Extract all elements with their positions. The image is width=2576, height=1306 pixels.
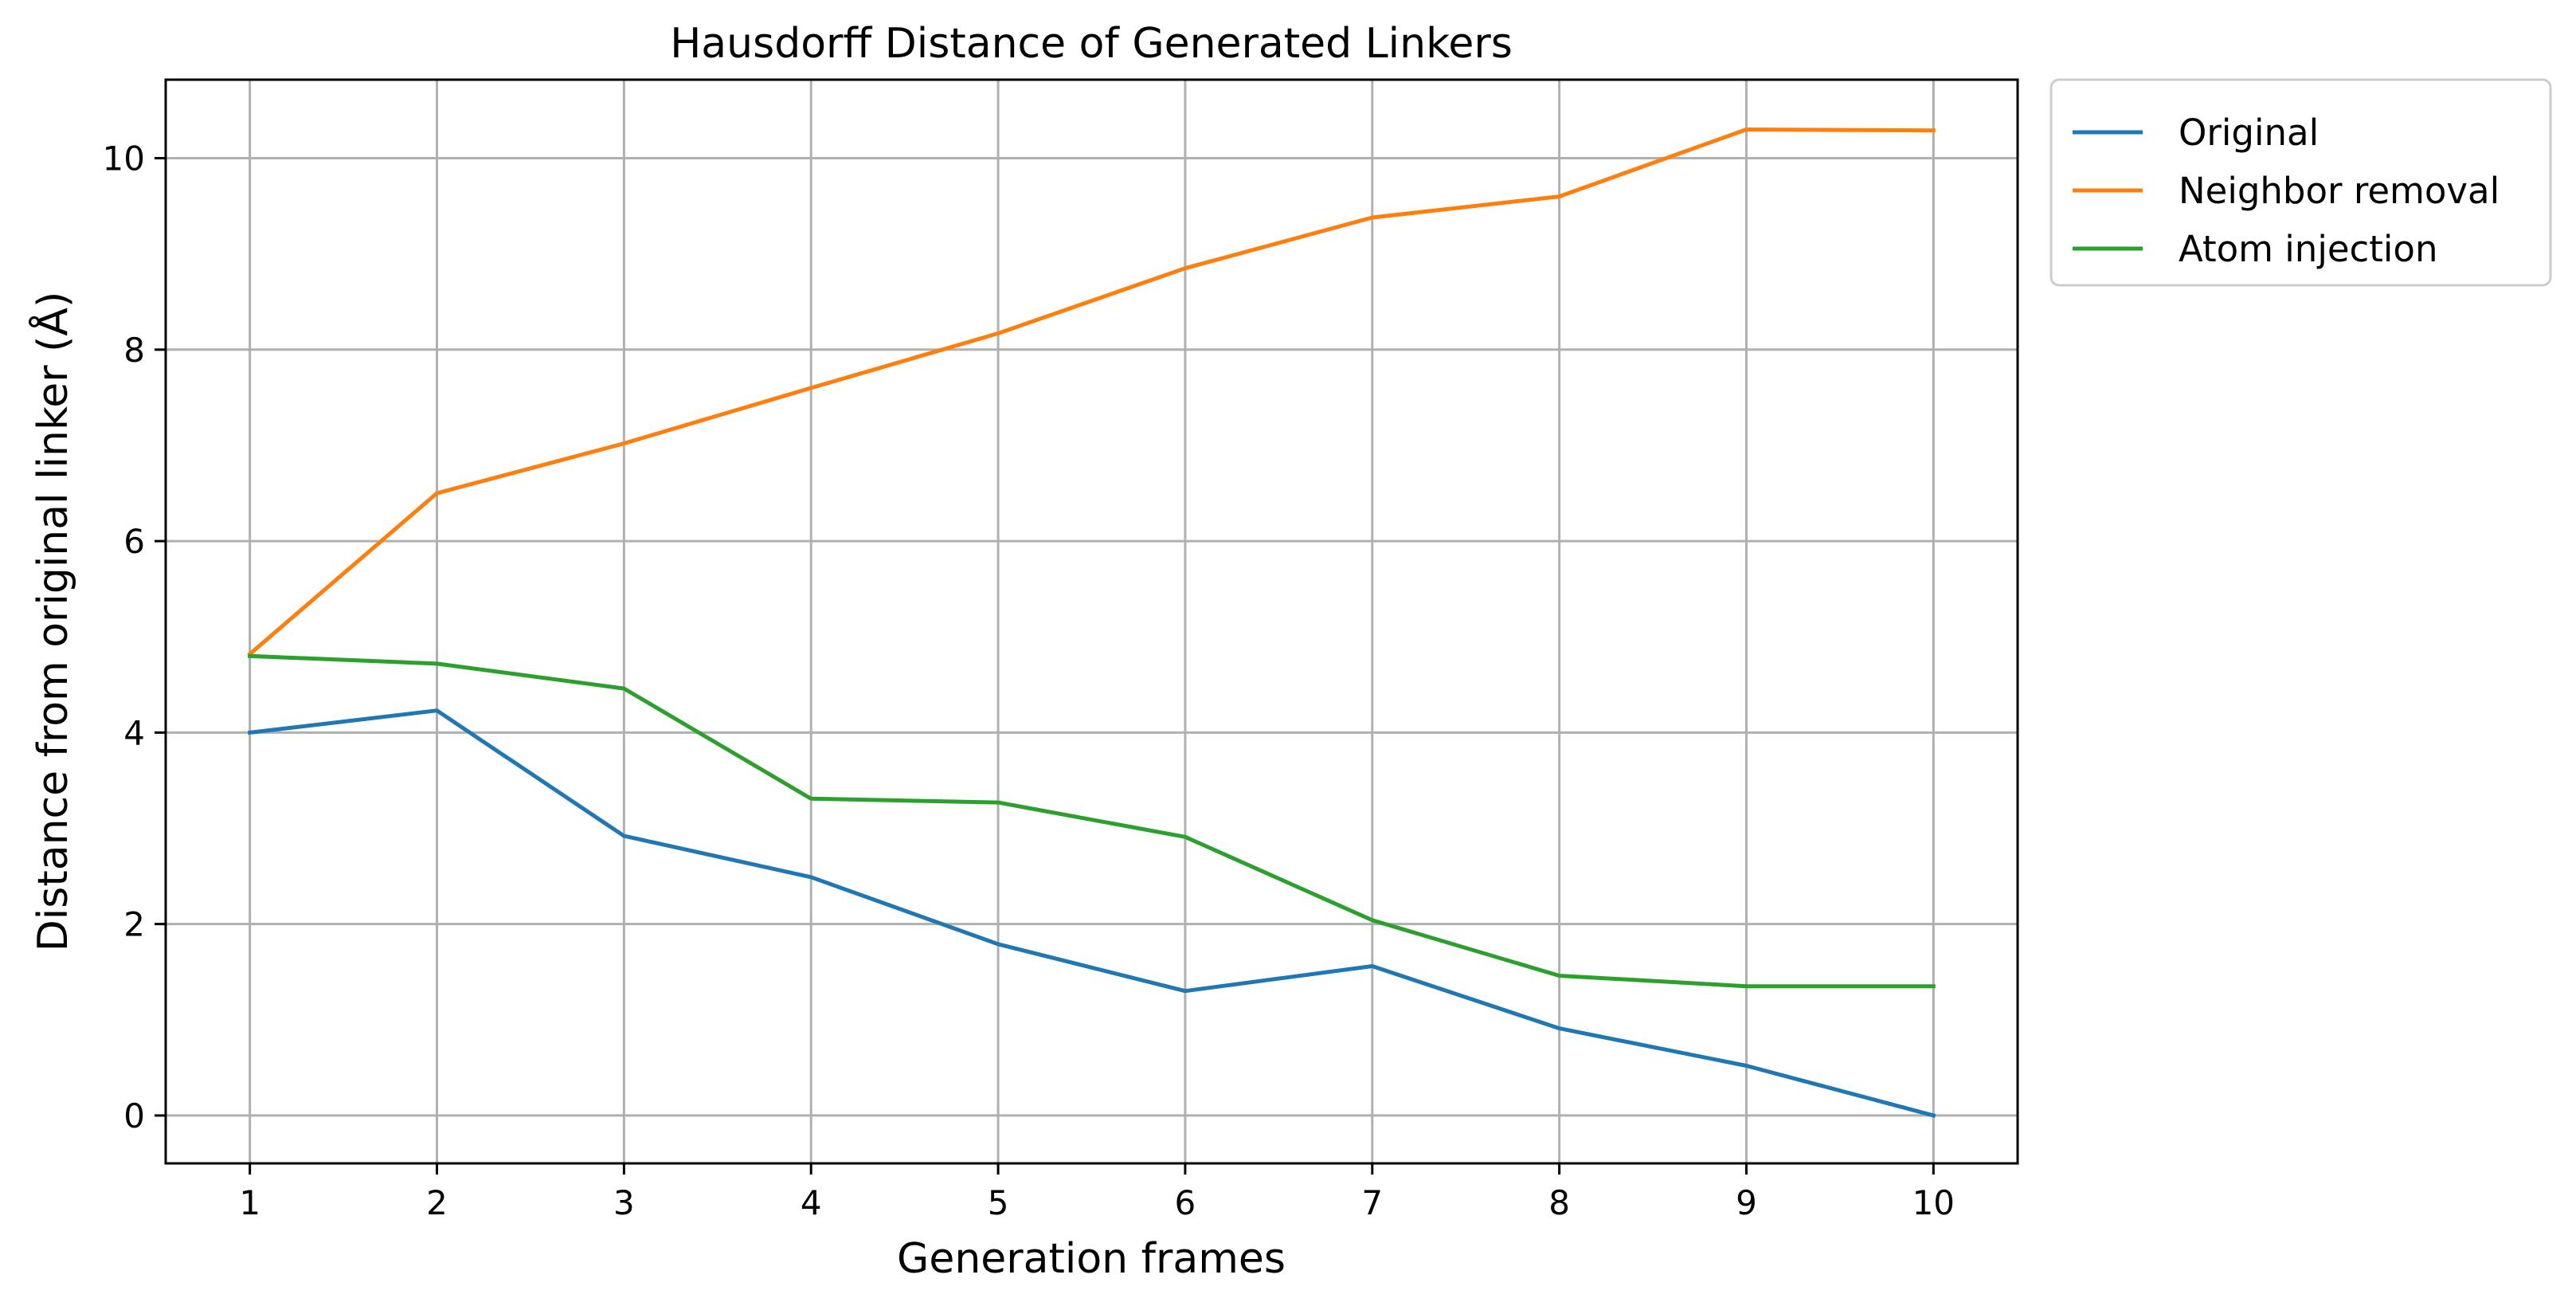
- x-axis-ticks: 1 2 3 4 5 6 7 8 9 10: [239, 1163, 1955, 1222]
- x-tick-label: 1: [239, 1183, 260, 1222]
- legend-box: [2049, 78, 2552, 287]
- x-tick-label: 2: [426, 1183, 448, 1222]
- chart-title: Hausdorff Distance of Generated Linkers: [670, 20, 1513, 68]
- y-axis-label: Distance from original linker (Å): [28, 292, 77, 952]
- series-lines: [247, 127, 1936, 1118]
- x-tick-label: 5: [988, 1183, 1009, 1222]
- y-tick-label: 2: [123, 905, 145, 944]
- series-line-atom-injection: [248, 653, 1936, 989]
- y-tick-label: 10: [103, 139, 145, 178]
- y-tick-label: 6: [123, 522, 145, 561]
- y-tick-label: 4: [123, 713, 145, 752]
- series-line-neighbor-removal: [247, 127, 1936, 657]
- x-tick-label: 6: [1175, 1183, 1196, 1222]
- y-tick-label: 0: [123, 1096, 145, 1135]
- legend-label-atom-injection: Atom injection: [2179, 228, 2437, 270]
- x-tick-label: 9: [1736, 1183, 1757, 1222]
- x-tick-label: 10: [1912, 1183, 1955, 1222]
- x-tick-label: 8: [1548, 1183, 1570, 1222]
- y-axis-ticks: 0 2 4 6 8 10: [103, 139, 166, 1135]
- x-tick-label: 4: [801, 1183, 822, 1222]
- legend-label-neighbor-removal: Neighbor removal: [2179, 170, 2500, 212]
- legend: Original Neighbor removal Atom injection: [2049, 78, 2552, 287]
- legend-label-original: Original: [2179, 112, 2319, 154]
- x-axis-label: Generation frames: [897, 1235, 1286, 1283]
- x-tick-label: 3: [613, 1183, 635, 1222]
- y-tick-label: 8: [123, 331, 145, 370]
- plot-area-frame: [164, 78, 2019, 1165]
- x-tick-label: 7: [1361, 1183, 1383, 1222]
- grid: [166, 80, 2018, 1163]
- series-line-original: [247, 708, 1936, 1118]
